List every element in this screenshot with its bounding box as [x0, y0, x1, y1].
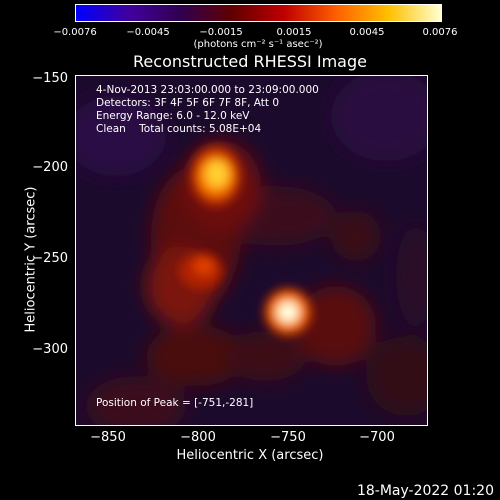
image-panel	[75, 75, 428, 426]
date-stamp: 18-May-2022 01:20	[356, 483, 494, 499]
x-tick-label: −850	[90, 430, 126, 445]
x-axis-label: Heliocentric X (arcsec)	[176, 448, 324, 463]
colorbar-tick: −0.0015	[199, 27, 243, 38]
colorbar-tick: 0.0045	[349, 27, 385, 38]
clean-counts-text: Clean Total counts: 5.08E+04	[96, 123, 262, 135]
flare-sources	[179, 146, 312, 336]
detectors-text: Detectors: 3F 4F 5F 6F 7F 8F, Att 0	[96, 97, 280, 109]
colorbar-tick: −0.0045	[126, 27, 170, 38]
colorbar-units: (photons cm⁻² s⁻¹ asec⁻²)	[193, 39, 323, 50]
y-axis-label: Heliocentric Y (arcsec)	[23, 186, 39, 333]
colorbar	[75, 4, 442, 22]
x-tick-label: −800	[180, 430, 216, 445]
y-tick-label: −250	[32, 251, 68, 266]
plot-title: Reconstructed RHESSI Image	[133, 52, 367, 71]
y-tick-label: −150	[32, 71, 68, 86]
x-tick-label: −700	[359, 430, 395, 445]
y-tick-label: −300	[32, 342, 68, 357]
x-tick-label: −750	[270, 430, 306, 445]
rhessi-image	[76, 76, 427, 425]
peak-position-text: Position of Peak = [-751,-281]	[96, 397, 254, 409]
y-tick-label: −200	[32, 160, 68, 175]
colorbar-tick: −0.0076	[53, 27, 97, 38]
colorbar-tick: 0.0076	[422, 27, 458, 38]
colorbar-tick: 0.0015	[276, 27, 312, 38]
time-range-text: 4-Nov-2013 23:03:00.000 to 23:09:00.000	[96, 84, 319, 96]
energy-range-text: Energy Range: 6.0 - 12.0 keV	[96, 110, 250, 122]
